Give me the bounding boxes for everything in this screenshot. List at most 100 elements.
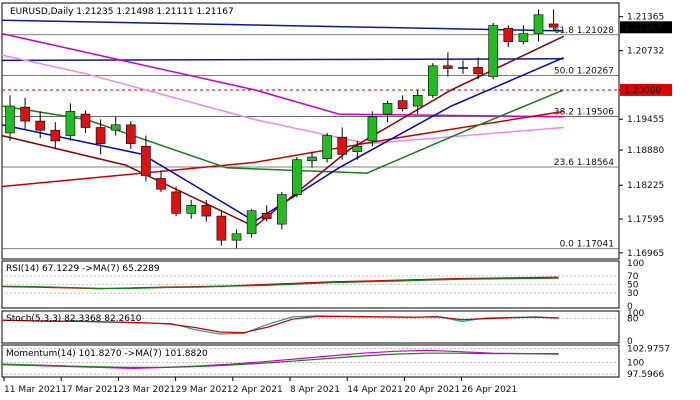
momentum-label: Momentum(14) 101.8270 ->MA(7) 101.8820: [6, 349, 208, 359]
level-label-1: 70: [627, 272, 639, 282]
momentum-lines: [1, 348, 619, 375]
price-tick-label-0: 1.21365: [627, 13, 664, 23]
candle-body-5: [80, 113, 91, 128]
date-label-7: 20 Apr 2021: [404, 385, 460, 395]
date-axis: 11 Mar 2021 17 Mar 2021 23 Mar 2021 29 Mar …: [3, 377, 518, 395]
fibo-label-4: 0.0 1.17041: [560, 240, 614, 250]
date-label-4: 2 Apr 2021: [233, 385, 283, 395]
candle-body-6: [95, 127, 106, 144]
candle-body-18: [276, 194, 287, 225]
candle-body-17: [261, 213, 272, 220]
candle-body-23: [352, 145, 363, 152]
price-tick-label-5: 1.18225: [627, 181, 664, 191]
candle-body-11: [171, 191, 181, 214]
fibo-label-1: 50.0 1.20267: [554, 67, 614, 77]
momentum-panel-frame: [1, 344, 620, 378]
level-label-0: 100: [627, 259, 644, 269]
level-price-label: 1.20000: [624, 86, 661, 96]
last-price-label: 1.21167: [624, 23, 661, 33]
series-line-1: [1, 352, 559, 368]
rsi-label: RSI(14) 67.1229 ->MA(7) 65.2289: [6, 264, 160, 274]
level-label-3: 30: [627, 289, 639, 299]
candle-body-28: [427, 65, 438, 96]
stoch-lines: [1, 315, 619, 335]
level-price-box: [620, 83, 672, 96]
indicator-line-2: [1, 32, 564, 118]
indicator-line-3: [1, 54, 564, 145]
price-tick-label-7: 1.16965: [627, 249, 664, 259]
date-label-0: 11 Mar 2021: [4, 385, 61, 395]
candle-body-36: [548, 23, 559, 28]
last-price-box: [620, 21, 672, 34]
stoch-label: Stoch(5,3,3) 82.3368 82.2610: [6, 314, 142, 324]
candle-body-3: [50, 129, 61, 142]
candle-body-24: [367, 116, 378, 142]
candle-body-12: [186, 205, 196, 214]
level-label-1: 100: [627, 359, 644, 369]
fibo-label-3: 23.6 1.18564: [554, 158, 614, 168]
momentum-panel: Momentum(14) 101.8270 ->MA(7) 101.8820 1…: [1, 344, 670, 381]
candles: [5, 9, 559, 249]
date-label-5: 8 Apr 2021: [290, 385, 340, 395]
rsi-panel: RSI(14) 67.1229 ->MA(7) 65.2289 100 70503…: [1, 259, 644, 312]
candle-body-30: [458, 67, 468, 69]
candle-body-19: [292, 159, 302, 195]
rsi-lines: [1, 275, 619, 294]
candle-body-31: [473, 67, 483, 75]
date-label-6: 14 Apr 2021: [347, 385, 403, 395]
candle-body-15: [231, 233, 242, 241]
date-label-1: 17 Mar 2021: [61, 385, 118, 395]
candle-body-27: [412, 95, 423, 107]
level-label-1: 80: [627, 315, 639, 325]
level-label-0: 102.9757: [627, 345, 670, 355]
date-label-2: 23 Mar 2021: [118, 385, 175, 395]
price-tick-label-4: 1.18880: [627, 146, 664, 156]
level-label-4: 0: [627, 302, 633, 312]
fibo-label-0: 61.8 1.21028: [554, 26, 614, 36]
candle-body-21: [322, 135, 332, 159]
candle-body-29: [443, 65, 453, 69]
candle-body-8: [126, 124, 136, 144]
candle-body-20: [307, 156, 317, 162]
level-label-2: 50: [627, 281, 639, 291]
level-label-2: 97.5966: [627, 370, 664, 380]
price-tick-label-1: 1.20732: [627, 47, 664, 57]
indicator-line-1: [1, 58, 564, 62]
price-tick-label-6: 1.17595: [627, 215, 664, 225]
candle-body-32: [488, 25, 499, 77]
candle-body-13: [201, 205, 212, 217]
candle-body-35: [533, 14, 544, 34]
price-panel: 61.8 1.21028 50.0 1.20267 38.2 1.19506 23.6…: [1, 2, 672, 260]
candle-body-0: [5, 105, 15, 134]
fibo-label-2: 38.2 1.19506: [554, 107, 614, 117]
candle-body-7: [110, 124, 121, 131]
level-label-2: 0: [627, 337, 633, 347]
candle-body-14: [216, 215, 227, 241]
candle-body-16: [246, 210, 257, 235]
indicator-line-7: [1, 35, 564, 228]
candle-body-25: [382, 103, 393, 115]
chart-header-symbol: EURUSD,Daily 1.21235 1.21498 1.21111 1.2…: [10, 7, 234, 17]
candle-body-9: [141, 145, 151, 177]
indicator-line-0: [1, 19, 564, 32]
candle-body-33: [503, 27, 514, 42]
candle-body-26: [397, 100, 408, 110]
candle-body-2: [35, 120, 46, 131]
price-axis: 1.21365 1.20732 1.20000 1.19455 1.18880 1.182…: [619, 13, 672, 259]
series-line-1: [1, 277, 559, 289]
level-label-0: 100: [627, 309, 644, 319]
candle-body-22: [337, 136, 348, 155]
candle-body-34: [518, 33, 529, 42]
series-line-1: [1, 315, 559, 334]
date-label-3: 29 Mar 2021: [176, 385, 233, 395]
candle-body-4: [65, 111, 76, 136]
candle-body-10: [156, 178, 166, 190]
date-label-8: 26 Apr 2021: [462, 385, 518, 395]
candle-body-1: [20, 106, 30, 122]
